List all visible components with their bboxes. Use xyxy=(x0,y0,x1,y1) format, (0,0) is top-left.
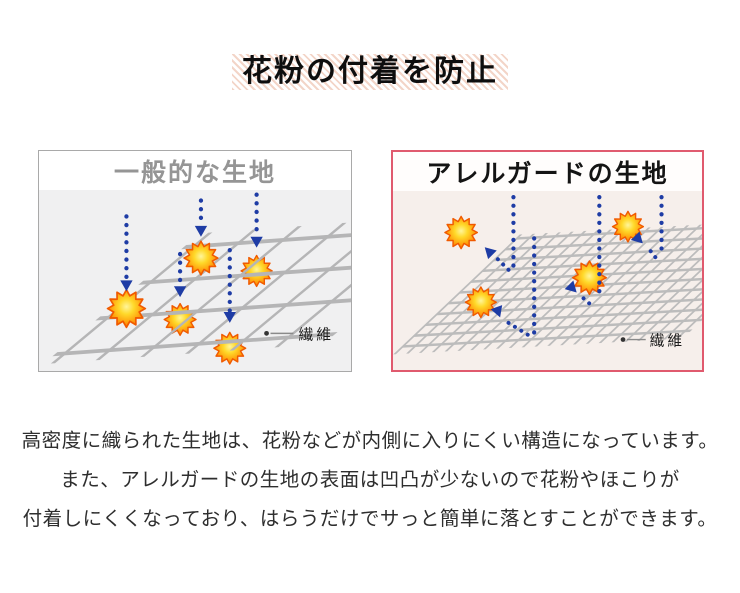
description-line: また、アレルガードの生地の表面は凹凸が少ないので花粉やほこりが xyxy=(60,469,680,491)
mesh-line xyxy=(481,253,702,273)
arrow-down-group xyxy=(511,195,664,337)
right-panel: 繊維 アレルガードの生地 xyxy=(391,150,704,372)
description-line: 高密度に織られた生地は、花粉などが内側に入りにくい構造になっています。 xyxy=(21,430,719,452)
mesh-line xyxy=(184,222,347,354)
mesh-line xyxy=(492,242,702,262)
mesh-line xyxy=(469,264,702,283)
bounce-arrow-icon xyxy=(581,296,595,309)
left-panel: 繊維 一般的な生地 xyxy=(38,150,352,372)
mesh-line xyxy=(95,296,351,321)
mesh-line xyxy=(138,260,351,285)
fabric-mesh-coarse xyxy=(50,216,351,364)
arrowhead-icon xyxy=(120,280,133,292)
mesh-line xyxy=(504,232,702,251)
arrowhead-icon xyxy=(480,242,497,260)
mesh-line xyxy=(393,234,523,355)
mesh-line xyxy=(52,331,338,357)
fiber-pointer xyxy=(264,330,294,336)
mesh-line xyxy=(229,219,351,351)
pollen-icon xyxy=(106,288,147,329)
fiber-label: 繊維 xyxy=(650,332,686,349)
mesh-line xyxy=(274,216,351,348)
description-line: 付着しにくくなっており、はらうだけでサっと簡単に落とすことができます。 xyxy=(22,508,718,530)
fiber-pointer xyxy=(620,337,646,342)
mesh-line xyxy=(140,225,302,358)
mesh-line xyxy=(412,318,702,337)
pollen-icon xyxy=(163,302,197,337)
bounce-arrow-group xyxy=(490,249,660,338)
arrow-down-group xyxy=(124,192,259,314)
left-panel-title: 一般的な生地 xyxy=(39,151,351,190)
arrowhead-icon xyxy=(194,225,208,237)
pollen-icon xyxy=(444,215,479,250)
right-panel-diagram: 繊維 xyxy=(393,195,702,355)
mesh-line xyxy=(447,286,702,305)
right-panel-title: アレルガードの生地 xyxy=(393,152,702,191)
mesh-line xyxy=(181,224,351,250)
description: 高密度に織られた生地は、花粉などが内側に入りにくい構造になっています。 また、ア… xyxy=(0,430,740,547)
mesh-line xyxy=(401,329,693,348)
bounce-arrow-icon xyxy=(648,249,660,262)
fiber-label: 繊維 xyxy=(298,325,334,343)
bounce-arrow-icon xyxy=(490,252,511,272)
page-title: 花粉の付着を防止 xyxy=(232,54,508,90)
mesh-line xyxy=(458,275,702,294)
left-panel-diagram: 繊維 xyxy=(50,192,351,365)
pollen-icon xyxy=(213,331,247,365)
mesh-line xyxy=(424,307,702,327)
